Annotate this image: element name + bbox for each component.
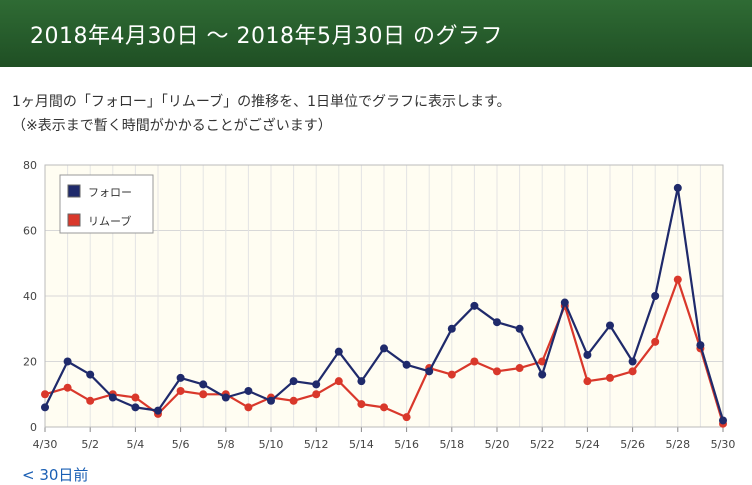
- data-point-remove: [583, 377, 592, 386]
- description: 1ヶ月間の「フォロー」「リムーブ」の推移を、1日単位でグラフに表示します。 （※…: [12, 90, 511, 138]
- data-point-follow: [199, 380, 208, 389]
- data-point-remove: [334, 377, 343, 386]
- x-tick-label: 5/28: [665, 438, 690, 451]
- data-point-remove: [628, 367, 637, 376]
- data-point-follow: [108, 393, 117, 402]
- chart-container: 0 20 40 60 80 4/30 5/2 5/4 5/6 5/8 5/10 5/12 5/14 5/1…: [0, 150, 752, 460]
- y-tick-label: 40: [23, 290, 37, 303]
- data-point-follow: [289, 377, 298, 386]
- data-point-remove: [312, 390, 321, 399]
- x-tick-label: 5/2: [81, 438, 99, 451]
- data-point-remove: [176, 386, 185, 395]
- data-point-remove: [651, 337, 660, 346]
- data-point-remove: [538, 357, 547, 366]
- data-point-follow: [221, 393, 230, 402]
- legend-swatch-follow: [67, 184, 81, 198]
- description-line-1: 1ヶ月間の「フォロー」「リムーブ」の推移を、1日単位でグラフに表示します。: [12, 94, 511, 110]
- x-tick-label: 5/8: [217, 438, 235, 451]
- data-point-follow: [244, 386, 253, 395]
- x-tick-label: 5/18: [439, 438, 464, 451]
- legend-swatch-remove: [67, 213, 81, 227]
- data-point-remove: [606, 373, 614, 382]
- y-tick-label: 0: [30, 421, 37, 434]
- data-point-follow: [696, 341, 705, 350]
- data-point-remove: [380, 403, 388, 412]
- data-point-follow: [86, 370, 95, 379]
- data-point-remove: [41, 390, 49, 399]
- data-point-follow: [673, 183, 682, 192]
- data-point-remove: [447, 370, 456, 379]
- data-point-follow: [267, 396, 275, 405]
- data-point-follow: [651, 292, 660, 300]
- data-point-follow: [515, 324, 524, 333]
- data-point-follow: [41, 403, 49, 412]
- data-point-remove: [289, 396, 298, 405]
- page-header: 2018年4月30日 〜 2018年5月30日 のグラフ: [0, 0, 752, 67]
- x-tick-label: 5/22: [530, 438, 555, 451]
- x-tick-label: 5/14: [349, 438, 374, 451]
- data-point-follow: [380, 344, 388, 353]
- data-point-follow: [493, 318, 501, 327]
- data-point-remove: [493, 367, 501, 376]
- line-chart: 0 20 40 60 80 4/30 5/2 5/4 5/6 5/8 5/10 5/12 5/14 5/1…: [23, 159, 736, 451]
- y-tick-label: 20: [23, 356, 37, 369]
- data-point-remove: [515, 364, 524, 373]
- data-point-follow: [606, 321, 614, 330]
- x-tick-label: 5/12: [304, 438, 329, 451]
- data-point-remove: [470, 357, 479, 366]
- data-point-follow: [560, 298, 569, 307]
- x-tick-label: 5/20: [485, 438, 510, 451]
- data-point-remove: [402, 413, 411, 422]
- y-tick-label: 60: [23, 225, 37, 238]
- data-point-remove: [199, 390, 208, 399]
- x-tick-label: 4/30: [33, 438, 58, 451]
- x-tick-label: 5/4: [127, 438, 145, 451]
- data-point-follow: [334, 347, 343, 356]
- data-point-remove: [673, 275, 682, 284]
- x-tick-label: 5/10: [259, 438, 284, 451]
- data-point-follow: [538, 370, 547, 379]
- data-point-follow: [719, 416, 727, 425]
- data-point-remove: [86, 396, 95, 405]
- data-point-follow: [357, 377, 366, 386]
- y-tick-label: 80: [23, 159, 37, 172]
- x-tick-label: 5/30: [711, 438, 736, 451]
- data-point-follow: [131, 403, 140, 412]
- data-point-follow: [425, 367, 434, 376]
- legend-label-remove: リムーブ: [88, 214, 131, 228]
- page-title: 2018年4月30日 〜 2018年5月30日 のグラフ: [30, 24, 503, 49]
- data-point-remove: [63, 383, 72, 392]
- x-tick-label: 5/16: [394, 438, 419, 451]
- data-point-follow: [63, 357, 72, 366]
- x-tick-label: 5/26: [620, 438, 645, 451]
- data-point-follow: [583, 350, 592, 359]
- data-point-follow: [447, 324, 456, 333]
- x-tick-label: 5/24: [575, 438, 600, 451]
- data-point-follow: [154, 406, 162, 415]
- plot-border: [44, 164, 724, 428]
- data-point-follow: [312, 380, 321, 389]
- data-point-remove: [244, 403, 253, 412]
- x-tick-label: 5/6: [172, 438, 190, 451]
- data-point-follow: [402, 360, 411, 369]
- data-point-follow: [470, 301, 479, 310]
- prev-30-days-link[interactable]: < 30日前: [22, 466, 89, 484]
- data-point-remove: [131, 393, 140, 402]
- data-point-follow: [628, 357, 637, 366]
- data-point-follow: [176, 373, 185, 382]
- legend-label-follow: フォロー: [88, 186, 132, 199]
- data-point-remove: [357, 400, 366, 409]
- description-line-2: （※表示まで暫く時間がかかることがございます）: [12, 118, 332, 134]
